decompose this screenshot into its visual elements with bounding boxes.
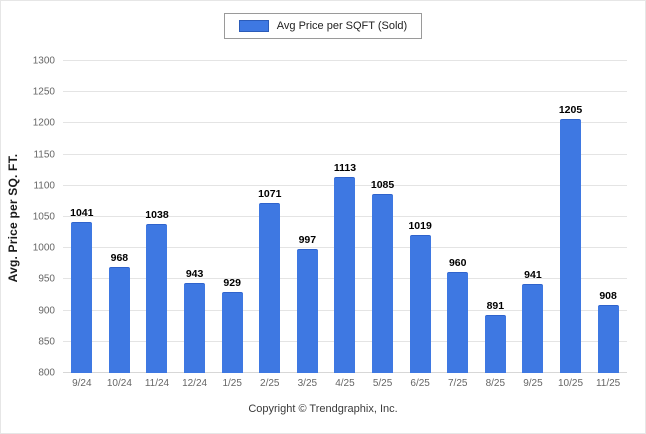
- bar-value-label: 968: [110, 252, 129, 265]
- bar-value-label: 1071: [258, 187, 282, 200]
- legend-swatch-avg-price: [238, 20, 269, 32]
- x-tick-label: 3/25: [297, 378, 318, 389]
- x-tick-label: 2/25: [260, 378, 280, 389]
- x-tick-label: 4/25: [335, 378, 355, 389]
- bar-value-label: 1205: [558, 104, 583, 117]
- x-tick-label: 5/25: [372, 378, 393, 389]
- plot-area: 1041 968 1038 943 929 1071 997 1113 1085 1019 960 8…: [63, 60, 627, 373]
- bar-slot: 891: [477, 61, 515, 373]
- bar: [409, 235, 431, 373]
- y-tick-label: 1250: [32, 86, 55, 98]
- x-tick-label: 9/25: [523, 378, 543, 389]
- bar-value-label: 1041: [70, 206, 94, 219]
- y-tick-label: 850: [38, 336, 55, 348]
- bar-slot: 1205: [552, 61, 590, 373]
- bar: [334, 176, 356, 373]
- bar: [259, 202, 281, 373]
- bar-value-label: 960: [448, 257, 467, 270]
- y-tick-label: 1050: [32, 211, 55, 223]
- bar-slot: 1038: [138, 61, 176, 373]
- y-axis-tick-labels: 800 850 900 950 1000 1050 1100 1150 1200 1250 1300: [25, 56, 59, 379]
- copyright-text: Copyright © Trendgraphix, Inc.: [248, 403, 398, 415]
- x-tick-label: 1/25: [222, 378, 242, 389]
- bar-slot: 929: [213, 61, 251, 373]
- bar-value-label: 1085: [370, 179, 395, 192]
- x-tick-label: 12/24: [182, 378, 208, 389]
- x-tick-label: 11/24: [144, 378, 170, 389]
- x-tick-label: 7/25: [448, 378, 468, 389]
- y-tick-label: 1150: [33, 149, 55, 161]
- bar-slot: 1041: [63, 61, 101, 373]
- bar: [597, 304, 619, 373]
- bar: [484, 315, 506, 373]
- bar: [447, 272, 469, 373]
- bar-value-label: 941: [524, 269, 542, 282]
- bar-slot: 1019: [401, 61, 439, 373]
- y-tick-label: 1200: [32, 117, 55, 129]
- bar-value-label: 908: [599, 289, 617, 302]
- x-tick-label: 10/25: [558, 378, 584, 389]
- bar: [560, 119, 582, 373]
- bar-value-label: 1019: [408, 220, 432, 233]
- bar-slot: 997: [289, 61, 327, 373]
- bar-value-label: 929: [223, 276, 241, 289]
- x-tick-label: 10/24: [106, 378, 132, 389]
- bar: [296, 249, 318, 373]
- x-tick-label: 8/25: [485, 378, 506, 389]
- y-tick-label: 900: [38, 305, 55, 317]
- bar-value-label: 1113: [333, 161, 357, 174]
- gridline: [63, 153, 627, 155]
- y-tick-label: 1300: [32, 55, 55, 67]
- bar: [221, 291, 243, 373]
- bar: [71, 221, 93, 373]
- bar-value-label: 997: [298, 234, 317, 247]
- legend-box: Avg Price per SQFT (Sold): [223, 13, 423, 39]
- x-tick-label: 6/25: [410, 378, 430, 389]
- bar: [108, 267, 130, 373]
- bars-container: 1041 968 1038 943 929 1071 997 1113 1085 1019 960 8…: [63, 61, 627, 373]
- y-tick-label: 950: [38, 273, 55, 285]
- bar-slot: 908: [589, 61, 627, 373]
- bar: [184, 282, 206, 373]
- bar: [372, 194, 394, 373]
- gridline: [63, 60, 627, 61]
- bar: [146, 223, 168, 373]
- gridline: [63, 122, 627, 124]
- gridline: [63, 91, 627, 93]
- bar-slot: 1113: [326, 61, 364, 373]
- bar-slot: 1085: [364, 61, 402, 373]
- y-tick-label: 800: [38, 367, 55, 379]
- bar-slot: 941: [514, 61, 552, 373]
- bar-slot: 960: [439, 61, 477, 373]
- bar-slot: 1071: [251, 61, 289, 373]
- y-tick-label: 1000: [32, 242, 55, 254]
- y-tick-label: 1100: [33, 180, 55, 192]
- bar-value-label: 943: [185, 267, 204, 280]
- bar-slot: 968: [101, 61, 139, 373]
- legend-label-avg-price: Avg Price per SQFT (Sold): [276, 20, 408, 32]
- legend: Avg Price per SQFT (Sold): [1, 13, 645, 39]
- bar-value-label: 891: [486, 300, 505, 313]
- x-tick-label: 11/25: [595, 378, 621, 389]
- bar: [522, 284, 544, 373]
- y-axis-title: Avg. Price per SQ. FT.: [6, 153, 20, 283]
- x-tick-label: 9/24: [72, 378, 92, 389]
- x-axis-tick-labels: 9/24 10/24 11/24 12/24 1/25 2/25 3/25 4/25 5/25 6…: [63, 378, 627, 389]
- bar-value-label: 1038: [145, 208, 169, 221]
- bar-slot: 943: [176, 61, 214, 373]
